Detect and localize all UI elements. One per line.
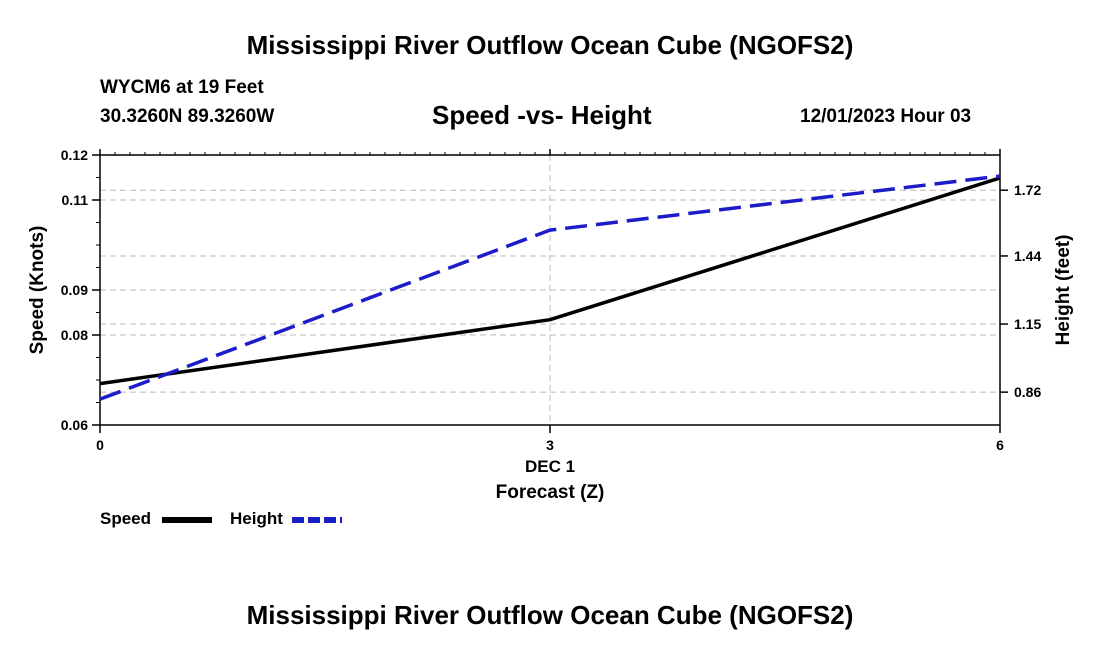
y-right-tick-label-0: 0.86 [1014, 384, 1041, 400]
x-tick-label-0: 0 [96, 437, 104, 453]
series-lines [99, 174, 1001, 401]
chart-title: Mississippi River Outflow Ocean Cube (NG… [246, 30, 854, 60]
y-right-tick-label-1: 1.15 [1014, 316, 1041, 332]
y-left-tick-label-1: 0.08 [61, 327, 88, 343]
x-tick-label-1: 3 [546, 437, 554, 453]
series-line-height [99, 174, 1001, 401]
station-label: WYCM6 at 19 Feet [100, 77, 264, 98]
legend-label-speed: Speed [100, 509, 152, 528]
y-right-tick-label-3: 1.72 [1014, 182, 1041, 198]
footer-title: Mississippi River Outflow Ocean Cube (NG… [246, 600, 854, 630]
y-left-tick-label-3: 0.11 [62, 192, 89, 208]
x-tick-label-2: 6 [996, 437, 1004, 453]
y-left-tick-label-4: 0.12 [61, 147, 88, 163]
coordinates-label: 30.3260N 89.3260W [100, 106, 275, 127]
axis-ticks: 0.06 0.08 0.09 0.11 0.12 0.86 1.15 1.44 1.72 0 3 6 [61, 147, 1042, 453]
y-left-tick-label-2: 0.09 [61, 282, 88, 298]
x-date-label: DEC 1 [524, 457, 576, 476]
series-line-speed [99, 176, 1001, 386]
y-axis-right-label: Height (feet) [1053, 234, 1074, 346]
grid-lines [100, 154, 1000, 426]
chart-subtitle: Speed -vs- Height [432, 100, 652, 130]
legend-label-height: Height [230, 509, 283, 528]
x-axis-label: Forecast (Z) [495, 482, 605, 503]
y-right-tick-label-2: 1.44 [1014, 248, 1041, 264]
datetime-label: 12/01/2023 Hour 03 [800, 106, 972, 127]
y-axis-left-label: Speed (Knots) [27, 225, 48, 355]
y-left-tick-label-0: 0.06 [61, 417, 88, 433]
